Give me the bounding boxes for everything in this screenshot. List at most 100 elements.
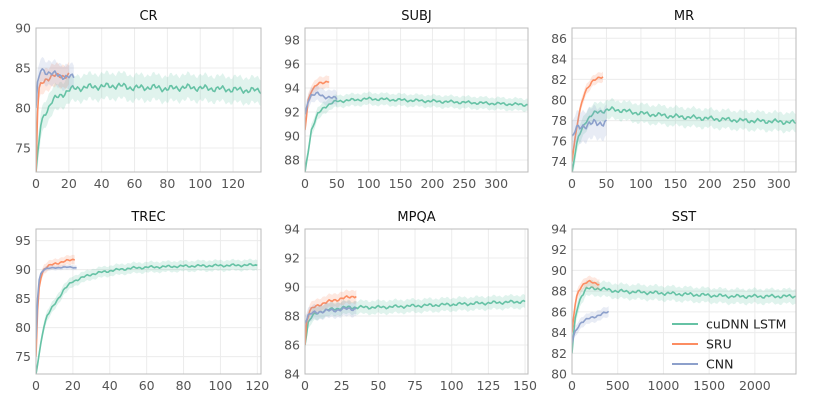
x-tick-label: 100 [440,378,464,393]
plot-area [572,275,796,361]
y-tick-label: 94 [551,222,567,237]
band-cnn [572,306,609,349]
panel-subj: 0 50 100 150 200 250 300 88 90 92 94 96 98 SUBJ [284,9,529,191]
y-tick-label: 94 [284,222,300,237]
band-cudnn-lstm [305,293,526,352]
y-tick-label: 78 [551,113,567,128]
y-tick-label: 84 [551,51,567,66]
y-tick-label: 86 [551,31,567,46]
line-cnn [36,265,77,340]
y-tick-label: 80 [551,93,567,108]
band-cudnn-lstm [305,91,528,172]
x-tick-label: 0 [568,176,576,191]
line-sru [305,80,330,131]
y-tick-label: 75 [15,349,31,364]
line-cudnn-lstm [305,299,526,346]
y-tick-label: 98 [284,33,300,48]
y-tick-label: 95 [15,233,31,248]
y-tick-label: 92 [284,105,300,120]
x-tick-label: 100 [357,176,381,191]
x-tick-label: 120 [221,176,245,191]
y-tick-label: 90 [15,21,31,36]
x-tick-label: 25 [334,378,350,393]
x-tick-label: 150 [513,378,537,393]
x-tick-label: 125 [476,378,500,393]
x-tick-label: 20 [61,176,77,191]
legend-label: cuDNN LSTM [706,317,786,332]
line-sru [572,279,600,333]
panel-title: MR [674,9,694,24]
panel-mpqa: 0 25 50 75 100 125 150 84 86 88 90 92 94 MPQA [284,210,537,393]
x-tick-label: 50 [370,378,386,393]
x-tick-label: 150 [389,176,413,191]
y-tick-label: 85 [15,61,31,76]
y-tick-label: 90 [551,263,567,278]
legend-label: SRU [706,337,732,352]
plot-frame [304,228,529,375]
x-tick-label: 200 [420,176,444,191]
x-tick-label: 250 [732,176,756,191]
band-cudnn-lstm [36,70,261,172]
y-tick-label: 88 [284,309,300,324]
x-tick-label: 300 [767,176,791,191]
line-cnn [305,91,338,115]
y-tick-label: 76 [551,134,567,149]
y-tick-label: 96 [284,57,300,72]
y-tick-label: 90 [15,262,31,277]
x-tick-label: 120 [245,378,269,393]
x-tick-label: 100 [188,176,212,191]
line-cnn [36,68,75,109]
y-tick-label: 92 [284,251,300,266]
y-tick-label: 74 [551,154,567,169]
x-tick-label: 20 [65,378,81,393]
plot-frame [35,27,262,173]
y-tick-label: 84 [284,367,300,382]
y-tick-label: 90 [284,129,300,144]
y-tick-label: 82 [551,72,567,87]
y-tick-label: 94 [284,81,300,96]
band-cudnn-lstm [572,97,796,172]
panel-title: SUBJ [401,9,432,24]
y-tick-label: 86 [551,304,567,319]
band-cudnn-lstm [572,279,796,361]
plot-frame [304,27,529,173]
line-cudnn-lstm [572,286,796,354]
band-cnn [572,104,607,152]
panel-mr: 0 50 100 150 200 250 300 74 76 78 80 82 84 86 MR [551,9,797,191]
x-tick-label: 75 [407,378,423,393]
plot-area [305,75,528,172]
x-tick-label: 50 [599,176,615,191]
panel-title: SST [672,210,697,225]
plot-frame [571,27,797,173]
plot-area [305,289,526,352]
line-cudnn-lstm [36,263,258,374]
band-sru [305,75,330,136]
x-tick-label: 60 [127,176,143,191]
y-tick-label: 84 [551,325,567,340]
y-tick-label: 88 [284,153,300,168]
x-tick-label: 300 [484,176,508,191]
x-tick-label: 250 [452,176,476,191]
y-tick-label: 80 [15,320,31,335]
x-tick-label: 80 [159,176,175,191]
x-tick-label: 500 [606,378,630,393]
x-tick-label: 150 [663,176,687,191]
x-tick-label: 50 [329,176,345,191]
panel-title: CR [139,9,157,24]
x-tick-label: 100 [629,176,653,191]
y-tick-label: 90 [284,280,300,295]
x-tick-label: 0 [301,176,309,191]
x-tick-label: 40 [94,176,110,191]
x-tick-label: 80 [176,378,192,393]
y-tick-label: 88 [551,284,567,299]
line-cnn [572,118,608,137]
plot-area [36,254,258,374]
panel-title: MPQA [397,210,435,225]
x-tick-label: 0 [568,378,576,393]
x-tick-label: 1500 [693,378,725,393]
panel-trec: 0 20 40 60 80 100 120 75 80 85 90 95 TREC [15,210,269,393]
line-sru [305,295,357,346]
x-tick-label: 1000 [648,378,680,393]
plot-area [36,56,261,172]
